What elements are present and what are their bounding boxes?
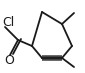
Text: Cl: Cl: [2, 15, 14, 28]
Text: O: O: [4, 54, 14, 67]
